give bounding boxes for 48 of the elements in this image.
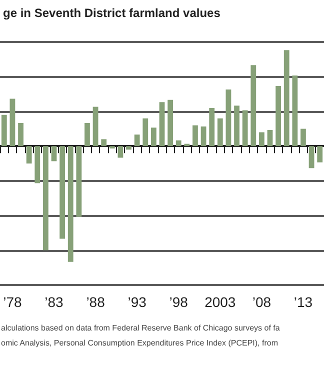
x-tick-label: ’13: [294, 294, 313, 310]
text: alculations based on data from Federal Reserve Bank of Chicago surveys of fa: [1, 324, 280, 332]
bar: [234, 106, 240, 146]
bar: [226, 89, 232, 146]
bar: [1, 114, 7, 146]
bar: [84, 123, 90, 146]
bar: [284, 50, 290, 146]
bar: [92, 106, 98, 146]
bar: [126, 146, 132, 150]
bar: [200, 126, 206, 146]
bar: [192, 125, 198, 146]
bar: [68, 146, 74, 262]
bar: [300, 128, 306, 146]
bar: [26, 146, 32, 164]
bar: [258, 132, 264, 146]
bar: [18, 123, 24, 146]
bar: [101, 139, 107, 146]
bar: [150, 128, 156, 146]
bar: [159, 102, 165, 146]
chart-title: ge in Seventh District farmland values: [3, 6, 221, 20]
bar: [134, 134, 140, 146]
bar: [34, 146, 40, 184]
x-tick-label: ’78: [3, 294, 22, 310]
bar: [292, 76, 298, 146]
bar: [76, 146, 82, 217]
bar: [168, 100, 174, 146]
x-tick-label: ’88: [86, 294, 106, 310]
bar: [276, 86, 282, 146]
bar: [176, 140, 182, 146]
bar: [217, 118, 223, 146]
x-tick-label: ’93: [128, 294, 147, 310]
bar: [308, 146, 314, 168]
bar: [10, 98, 16, 146]
bar: [242, 110, 248, 146]
x-tick-label: ’98: [169, 294, 188, 310]
x-tick-label: ’08: [252, 294, 272, 310]
bar: [60, 146, 66, 239]
bar: [51, 146, 57, 162]
bar: [267, 130, 273, 146]
bar: [317, 146, 323, 162]
bar: [118, 146, 124, 158]
x-tick-label: 2003: [204, 294, 236, 310]
bar: [209, 108, 215, 146]
x-tick-label: ’83: [44, 294, 64, 310]
bar: [250, 65, 256, 146]
text: omic Analysis, Personal Consumption Expenditures Price Index (PCEPI), from: [1, 338, 278, 348]
bar: [142, 118, 148, 146]
bar: [42, 146, 48, 250]
